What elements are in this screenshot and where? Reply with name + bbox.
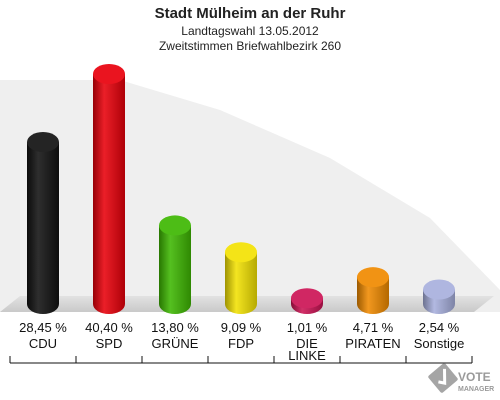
chart-subtitle: Landtagswahl 13.05.2012 — [181, 24, 319, 38]
value-labels-group: 28,45 % 40,40 % 13,80 % 9,09 % 1,01 % 4,71 % 2… — [19, 320, 460, 335]
bar-cdu — [27, 142, 59, 314]
category-label: SPD — [96, 336, 123, 351]
value-label: 40,40 % — [85, 320, 133, 335]
bar-top-piraten — [357, 267, 389, 288]
category-label: GRÜNE — [152, 336, 199, 351]
bars-group — [27, 64, 455, 314]
value-label: 13,80 % — [151, 320, 199, 335]
category-label: LINKE — [288, 348, 326, 363]
bar-top-cdu — [27, 132, 59, 153]
bar-gr-ne — [159, 225, 191, 314]
bar-top-sonstige — [423, 279, 455, 300]
bar-spd — [93, 74, 125, 314]
category-label: PIRATEN — [345, 336, 400, 351]
category-label: CDU — [29, 336, 57, 351]
ballot-check-icon — [428, 363, 458, 393]
bar-top-spd — [93, 64, 125, 84]
bar-top-die-linke — [291, 288, 323, 309]
value-label: 1,01 % — [287, 320, 328, 335]
category-label: FDP — [228, 336, 254, 351]
value-label: 9,09 % — [221, 320, 262, 335]
category-label: Sonstige — [414, 336, 465, 351]
value-label: 2,54 % — [419, 320, 460, 335]
chart-title: Stadt Mülheim an der Ruhr — [155, 5, 346, 22]
vote-manager-logo: VOTE MANAGER — [428, 363, 494, 393]
chart-subtitle-2: Zweitstimmen Briefwahlbezirk 260 — [159, 39, 341, 53]
category-label: DIE — [296, 336, 318, 351]
bar-top-fdp — [225, 242, 257, 263]
bar-piraten — [357, 277, 389, 314]
value-label: 4,71 % — [353, 320, 394, 335]
bar-fdp — [225, 252, 257, 314]
value-label: 28,45 % — [19, 320, 67, 335]
logo-text-manager: MANAGER — [458, 386, 494, 393]
bar-top-gr-ne — [159, 215, 191, 236]
logo-text-vote: VOTE — [458, 370, 491, 384]
